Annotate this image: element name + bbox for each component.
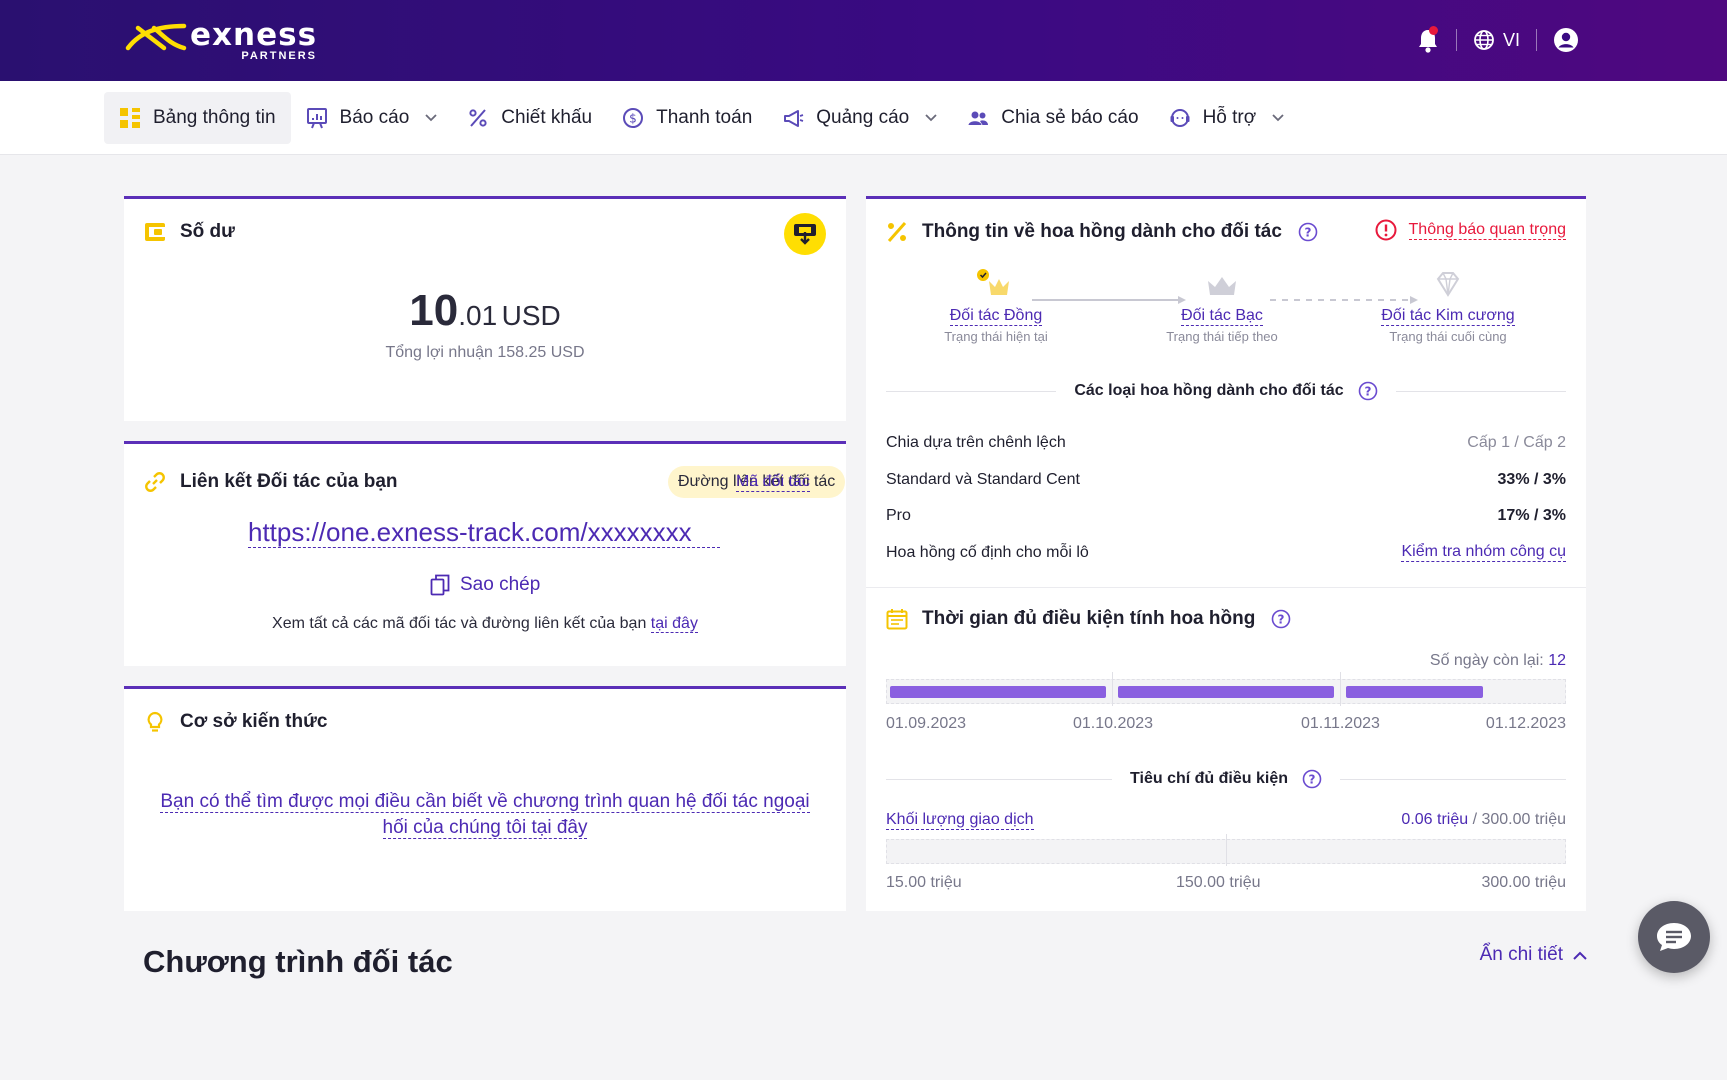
commission-card: Thông tin về hoa hồng dành cho đối tác ?… — [866, 196, 1586, 911]
nav-dashboard[interactable]: Bảng thông tin — [104, 92, 291, 144]
nav-share-reports[interactable]: Chia sẻ báo cáo — [952, 92, 1153, 144]
copy-icon — [430, 574, 450, 596]
svg-text:?: ? — [1278, 613, 1285, 627]
check-instrument-group-link[interactable]: Kiểm tra nhóm công cụ — [1401, 543, 1566, 563]
wallet-icon — [144, 221, 166, 243]
see-all-links: Xem tất cả các mã đối tác và đường liên … — [272, 615, 698, 633]
step-arrow — [1032, 296, 1186, 304]
partner-link-title: Liên kết Đối tác của bạn — [144, 471, 398, 493]
help-icon[interactable]: ? — [1298, 222, 1318, 242]
withdraw-icon — [794, 224, 816, 245]
balance-title: Số dư — [144, 221, 235, 243]
svg-text:?: ? — [1304, 226, 1311, 240]
svg-text:?: ? — [1364, 385, 1371, 399]
main-nav: Bảng thông tin Báo cáo Chiết khấu $ Than… — [0, 81, 1727, 155]
step-silver: Đối tác Bạc Trạng thái tiếp theo — [1122, 269, 1322, 344]
tab-partner-code[interactable]: Mã đối tác — [736, 473, 810, 492]
nav-payments[interactable]: $ Thanh toán — [607, 92, 767, 144]
days-remaining: Số ngày còn lại: 12 — [1429, 652, 1566, 669]
calendar-icon — [886, 608, 908, 630]
table-row: Pro 17% / 3% — [886, 507, 1566, 525]
knowledge-title: Cơ sở kiến thức — [144, 711, 327, 733]
period-dates: 01.09.2023 01.10.2023 01.11.2023 01.12.2… — [886, 715, 1566, 732]
language-selector[interactable]: VI — [1473, 29, 1520, 51]
hide-details-button[interactable]: Ẩn chi tiết — [1480, 944, 1587, 966]
top-header: exness PARTNERS VI — [0, 0, 1727, 81]
criteria-header: Tiêu chí đủ điều kiện ? — [886, 769, 1567, 789]
brand-name: exness — [190, 17, 318, 53]
commission-rows: Chia dựa trên chênh lệch Cấp 1 / Cấp 2 S… — [886, 425, 1566, 571]
chevron-up-icon — [1573, 951, 1587, 960]
eligibility-progress — [886, 672, 1566, 706]
tab-partner-link[interactable]: Đường liên kết đối tác — [668, 466, 846, 498]
knowledge-link[interactable]: Bạn có thể tìm được mọi điều cần biết về… — [160, 791, 810, 839]
bronze-crown-icon — [977, 269, 1009, 295]
commission-title: Thông tin về hoa hồng dành cho đối tác ? — [886, 221, 1318, 243]
exness-mark-icon — [125, 23, 187, 51]
lightbulb-icon — [144, 711, 166, 733]
withdraw-button[interactable] — [784, 213, 826, 255]
link-icon — [144, 471, 166, 493]
silver-crown-icon — [1208, 277, 1236, 295]
nav-rebates[interactable]: Chiết khấu — [452, 92, 607, 144]
table-row: Standard và Standard Cent 33% / 3% — [886, 470, 1566, 488]
nav-reports[interactable]: Báo cáo — [291, 92, 453, 144]
balance-card: Số dư 10.01 USD Tổng lợi nhuận 158.25 US… — [124, 196, 846, 421]
commission-types-header: Các loại hoa hồng dành cho đối tác ? — [886, 381, 1567, 401]
chevron-down-icon — [1272, 114, 1284, 122]
progress-segment — [1118, 686, 1334, 698]
help-icon[interactable]: ? — [1302, 769, 1322, 789]
help-icon[interactable]: ? — [1358, 381, 1378, 401]
nav-support[interactable]: Hỗ trợ — [1154, 92, 1300, 144]
trading-volume-link[interactable]: Khối lượng giao dịch — [886, 811, 1034, 830]
users-icon — [967, 107, 989, 129]
chat-icon — [1657, 923, 1691, 951]
reports-icon — [306, 107, 328, 129]
volume-ticks: 15.00 triệu 150.00 triệu 300.00 triệu — [886, 874, 1566, 891]
dollar-coin-icon: $ — [622, 107, 644, 129]
knowledge-base-card: Cơ sở kiến thức Bạn có thể tìm được mọi … — [124, 686, 846, 911]
partner-status-steps: Đối tác Đồng Trạng thái hiện tại Đối tác… — [866, 269, 1586, 359]
chevron-down-icon — [925, 114, 937, 122]
megaphone-icon — [782, 107, 804, 129]
chat-button[interactable] — [1638, 901, 1710, 973]
eligibility-title: Thời gian đủ điều kiện tính hoa hồng ? — [886, 608, 1291, 630]
table-row: Chia dựa trên chênh lệch Cấp 1 / Cấp 2 — [886, 434, 1566, 452]
account-icon[interactable] — [1553, 27, 1579, 53]
svg-text:?: ? — [1309, 773, 1316, 787]
svg-text:$: $ — [629, 112, 637, 126]
see-all-link[interactable]: tại đây — [650, 615, 698, 633]
alert-icon — [1375, 219, 1397, 241]
volume-progress-bar — [886, 834, 1566, 866]
important-notice[interactable]: Thông báo quan trọng — [1375, 219, 1566, 241]
nav-promo[interactable]: Quảng cáo — [767, 92, 952, 144]
progress-segment — [1346, 686, 1483, 698]
language-code: VI — [1502, 29, 1520, 50]
diamond-icon — [1436, 272, 1460, 297]
total-profit: Tổng lợi nhuận 158.25 USD — [385, 344, 585, 361]
support-icon — [1169, 107, 1191, 129]
step-diamond: Đối tác Kim cương Trạng thái cuối cùng — [1348, 269, 1548, 344]
chevron-down-icon — [425, 114, 437, 122]
notifications-bell-icon[interactable] — [1416, 26, 1440, 54]
percent-icon — [886, 221, 908, 243]
program-title: Chương trình đối tác — [143, 944, 453, 979]
table-row: Hoa hồng cố định cho mỗi lô Kiểm tra nhó… — [886, 543, 1566, 563]
step-bronze: Đối tác Đồng Trạng thái hiện tại — [896, 269, 1096, 344]
notification-dot — [1428, 26, 1438, 35]
help-icon[interactable]: ? — [1271, 609, 1291, 629]
progress-segment — [890, 686, 1106, 698]
volume-row: Khối lượng giao dịch 0.06 triệu / 300.00… — [886, 811, 1566, 830]
brand-sub: PARTNERS — [241, 50, 318, 62]
copy-button[interactable]: Sao chép — [430, 574, 540, 596]
dashboard-icon — [119, 107, 141, 129]
step-arrow-dashed — [1270, 296, 1418, 304]
exness-logo[interactable]: exness PARTNERS — [124, 20, 317, 64]
globe-icon — [1474, 30, 1494, 50]
partner-link-card: Liên kết Đối tác của bạn Đường liên kết … — [124, 441, 846, 666]
partner-url[interactable]: https://one.exness-track.com/xxxxxxxx — [248, 517, 720, 548]
percent-icon — [467, 107, 489, 129]
balance-amount: 10.01 USD — [409, 286, 561, 335]
